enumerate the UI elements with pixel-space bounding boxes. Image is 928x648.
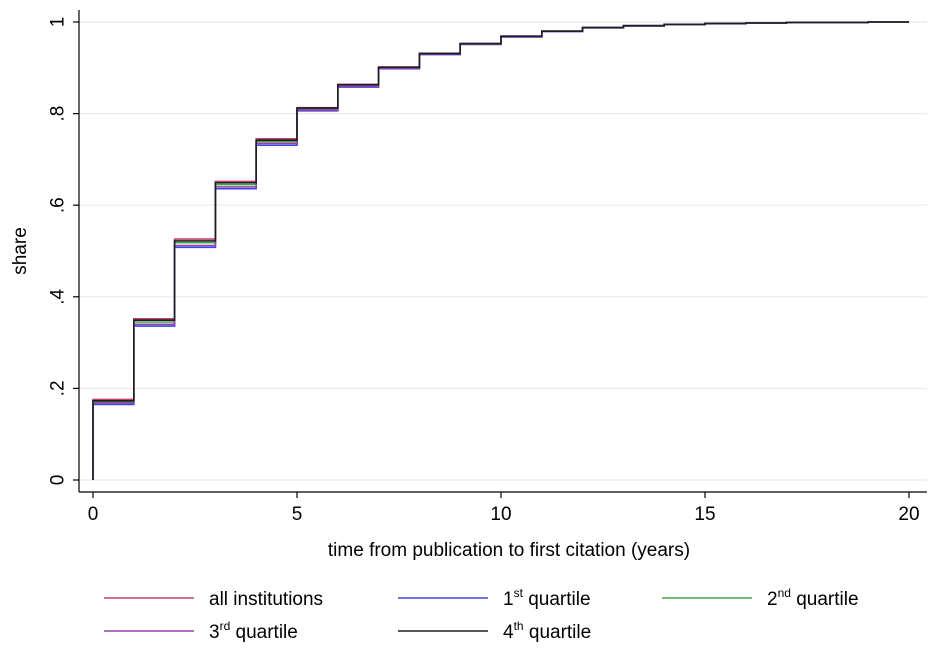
series-line-2 — [92, 21, 909, 480]
legend-label: all institutions — [209, 589, 323, 610]
x-tick-label: 0 — [88, 504, 99, 525]
legend-label: 2nd quartile — [767, 586, 859, 610]
y-axis-title: share — [10, 227, 31, 275]
legend-label: 1st quartile — [503, 586, 591, 610]
x-tick-label: 5 — [292, 504, 303, 525]
y-tick-label: .2 — [48, 380, 69, 396]
series-line-5 — [92, 21, 909, 480]
series-line-3 — [92, 21, 909, 480]
gridlines — [79, 21, 927, 481]
series-line-1 — [92, 21, 909, 480]
series-layer — [92, 21, 909, 480]
series-line-4 — [92, 21, 909, 480]
legend-item: 2nd quartile — [662, 586, 859, 610]
y-tick-label: 1 — [48, 17, 69, 28]
y-tick-label: .6 — [48, 197, 69, 213]
legend-item: 1st quartile — [398, 586, 591, 610]
x-tick-label: 20 — [898, 504, 919, 525]
legend-label: 4th quartile — [503, 619, 591, 643]
legend-item: 3rd quartile — [104, 619, 298, 643]
x-axis-title: time from publication to first citation … — [328, 540, 690, 561]
y-axis-ticks: 0 .2 .4 .6 .8 1 — [48, 17, 79, 486]
legend-item: 4th quartile — [398, 619, 591, 643]
legend: all institutions 1st quartile 2nd quartile… — [104, 586, 859, 643]
legend-item: all institutions — [104, 589, 323, 610]
x-tick-label: 10 — [490, 504, 511, 525]
y-tick-label: 0 — [48, 475, 69, 486]
y-tick-label: .4 — [48, 288, 69, 304]
x-axis-ticks: 0 5 10 15 20 — [88, 492, 920, 525]
legend-label: 3rd quartile — [209, 619, 298, 643]
x-tick-label: 15 — [694, 504, 715, 525]
y-tick-label: .8 — [48, 106, 69, 122]
